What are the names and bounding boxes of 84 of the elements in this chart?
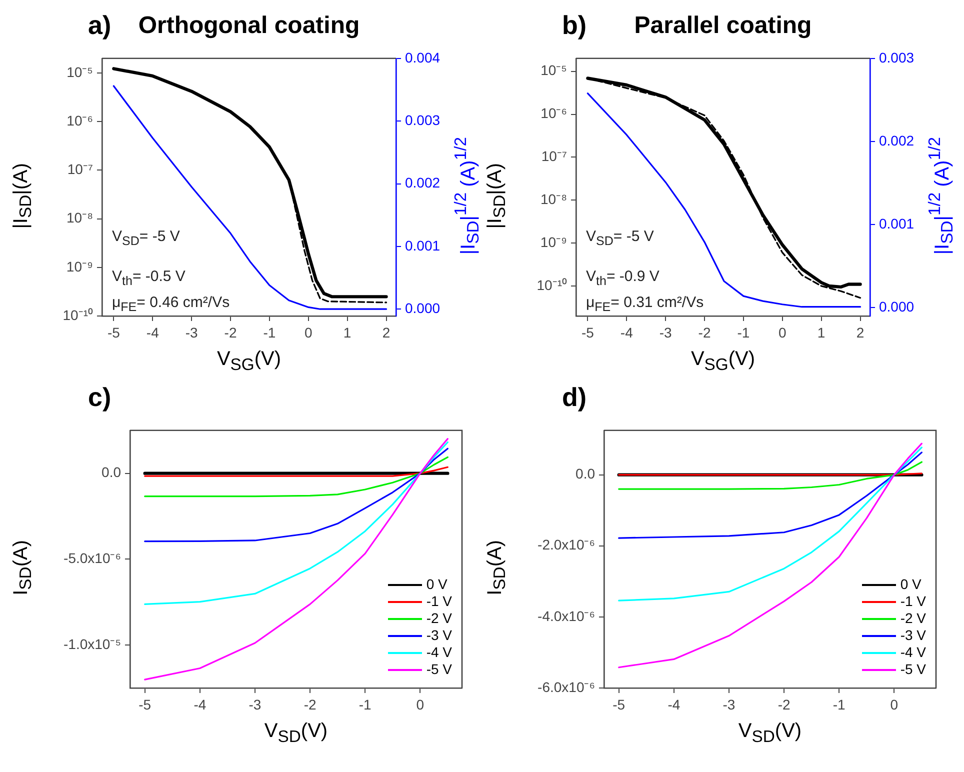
x-tick-label: 0 — [778, 324, 786, 340]
legend-label: -5 V — [900, 661, 926, 678]
x-tick-label: -4 — [620, 324, 634, 340]
x-axis-title: V$_{SG}$(V) — [216, 348, 282, 375]
x-tick-label: -1 — [832, 696, 846, 712]
x-tick-label: -2 — [698, 324, 711, 340]
x-tick-label: 2 — [856, 324, 864, 340]
x-tick-label: -3 — [185, 324, 198, 340]
legend-label: -3 V — [426, 627, 452, 644]
y2-tick-label: 0.004 — [405, 49, 440, 66]
x-tick-label: -3 — [722, 696, 736, 712]
annotation: μ$_{FE}$= 0.31 cm²/Vs — [586, 294, 704, 314]
legend-label: -4 V — [426, 644, 452, 661]
y-tick-label: 10⁻¹⁰ — [536, 276, 567, 293]
x-axis-title: V$_{SD}$(V) — [263, 720, 329, 747]
y-tick-label: 0.0 — [576, 466, 596, 482]
x-tick-label: 1 — [817, 324, 826, 340]
y2-tick-label: 0.000 — [879, 298, 914, 315]
x-tick-label: 0 — [890, 696, 898, 712]
legend-label: 0 V — [900, 576, 922, 593]
y-tick-label: 10⁻⁹ — [540, 234, 567, 250]
y2-tick-label: 0.001 — [405, 237, 440, 254]
y-tick-label: 10⁻⁸ — [66, 210, 94, 226]
y-tick-label: 10⁻⁵ — [540, 62, 567, 78]
x-tick-label: -2 — [224, 324, 237, 340]
y-tick-label: 10⁻⁹ — [66, 258, 93, 274]
x-tick-label: -4 — [668, 696, 680, 712]
x-tick-label: -5 — [581, 324, 594, 340]
y-tick-label: 10⁻⁶ — [66, 112, 93, 128]
y-tick-label: 10⁻⁶ — [540, 105, 567, 122]
x-tick-label: 0 — [416, 696, 424, 712]
y2-tick-label: 0.003 — [879, 49, 914, 66]
y-tick-label: 10⁻⁵ — [66, 64, 93, 80]
annotation: V$_{SD}$= -5 V — [586, 228, 655, 248]
x-tick-label: 0 — [304, 324, 312, 340]
x-axis-title: V$_{SD}$(V) — [737, 720, 803, 747]
y2-tick-label: 0.002 — [405, 174, 440, 191]
chart-title: Parallel coating — [634, 12, 812, 39]
legend-label: -2 V — [426, 610, 452, 627]
x-tick-label: -1 — [358, 696, 372, 712]
x-tick-label: -4 — [194, 696, 206, 712]
y2-tick-label: 0.003 — [405, 112, 440, 128]
x-tick-label: 1 — [343, 324, 352, 340]
text: b) — [562, 10, 587, 41]
x-tick-label: -2 — [304, 696, 316, 712]
legend-label: -4 V — [900, 644, 926, 661]
y2-tick-label: 0.001 — [879, 215, 914, 232]
x-tick-label: -1 — [737, 324, 750, 340]
y-tick-label: 0.0 — [102, 464, 122, 480]
legend-label: 0 V — [426, 576, 448, 593]
y-tick-label: 10⁻⁷ — [541, 148, 567, 164]
y-tick-label: -5.0x10⁻⁶ — [64, 550, 121, 566]
x-tick-label: -2 — [778, 696, 790, 712]
text: d) — [562, 382, 587, 413]
y-tick-label: 10⁻⁷ — [67, 161, 93, 178]
annotation: V$_{th}$= -0.5 V — [112, 268, 186, 288]
y-tick-label: -2.0x10⁻⁶ — [538, 536, 595, 553]
x-tick-label: -3 — [659, 324, 672, 340]
y-tick-label: 10⁻¹⁰ — [62, 306, 93, 323]
legend-label: -3 V — [900, 627, 926, 644]
x-tick-label: -1 — [263, 324, 276, 340]
y2-tick-label: 0.002 — [879, 132, 914, 148]
annotation: V$_{SD}$= -5 V — [112, 228, 181, 248]
y2-tick-label: 0.000 — [405, 300, 440, 316]
legend-label: -2 V — [900, 610, 926, 627]
y-tick-label: -6.0x10⁻⁶ — [538, 678, 595, 695]
text: a) — [88, 10, 112, 41]
x-tick-label: -4 — [146, 324, 160, 340]
x-tick-label: -3 — [248, 696, 262, 712]
legend-label: -5 V — [426, 661, 452, 678]
x-tick-label: -5 — [612, 696, 626, 712]
chart-title: Orthogonal coating — [138, 12, 360, 39]
y-tick-label: -4.0x10⁻⁶ — [538, 608, 595, 624]
x-tick-label: -5 — [107, 324, 120, 340]
x-tick-label: -5 — [138, 696, 152, 712]
legend-label: -1 V — [900, 593, 926, 610]
text: c) — [88, 382, 112, 413]
legend-label: -1 V — [426, 593, 452, 610]
y-tick-label: 10⁻⁸ — [540, 190, 568, 207]
x-tick-label: 2 — [382, 324, 390, 340]
x-axis-title: V$_{SG}$(V) — [690, 348, 756, 375]
y-tick-label: -1.0x10⁻⁵ — [64, 636, 121, 652]
annotation: V$_{th}$= -0.9 V — [586, 268, 660, 288]
annotation: μ$_{FE}$= 0.46 cm²/Vs — [112, 294, 230, 314]
